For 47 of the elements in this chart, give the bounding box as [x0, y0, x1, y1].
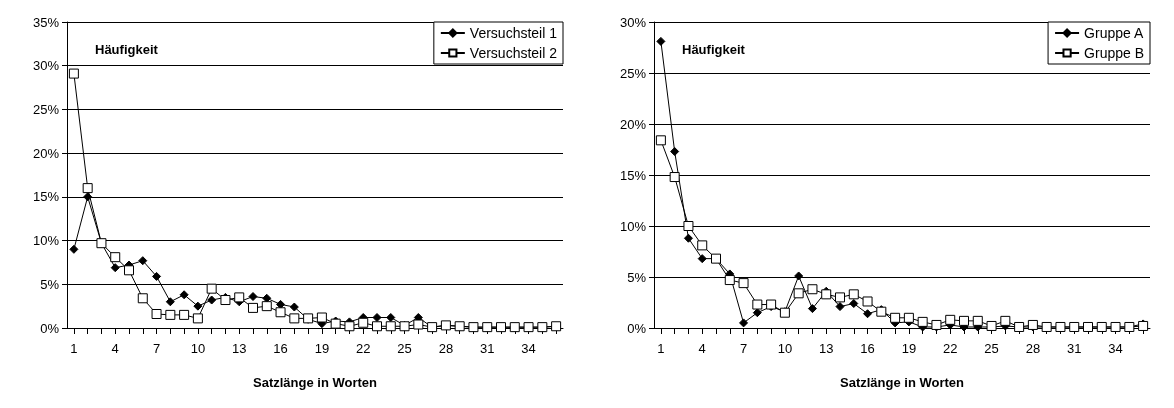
x-tick-label: 34 — [521, 341, 536, 356]
y-tick-label: 20% — [619, 116, 647, 132]
legend-label: Gruppe B — [1084, 45, 1145, 61]
y-tick-label: 15% — [32, 189, 60, 205]
x-tick-label: 19 — [901, 341, 917, 356]
x-axis-title: Satzlänge in Worten — [253, 375, 378, 390]
x-tick-label: 7 — [739, 341, 748, 356]
x-tick-label: 13 — [231, 341, 247, 356]
x-tick-label: 4 — [111, 341, 119, 356]
x-tick-label: 31 — [1066, 341, 1082, 356]
x-tick-label: 10 — [777, 341, 793, 356]
text: Häufigkeit — [682, 42, 746, 57]
y-tick-label: 0% — [627, 320, 647, 336]
legend-label: Versuchsteil 2 — [469, 45, 558, 61]
x-tick-label: 22 — [942, 341, 958, 356]
x-tick-label: 16 — [273, 341, 288, 356]
x-tick-label: 19 — [314, 341, 330, 356]
x-tick-label: 4 — [698, 341, 706, 356]
legend-label: Versuchsteil 1 — [469, 25, 558, 41]
x-tick-label: 16 — [860, 341, 875, 356]
x-axis-title: Satzlänge in Worten — [840, 375, 965, 390]
y-tick-label: 30% — [32, 58, 60, 74]
y-tick-label: 30% — [619, 14, 647, 30]
x-tick-label: 34 — [1108, 341, 1123, 356]
y-tick-label: 5% — [627, 269, 647, 285]
text: Häufigkeit — [95, 42, 159, 57]
y-tick-label: 15% — [619, 167, 647, 183]
y-tick-label: 5% — [40, 276, 60, 292]
y-tick-label: 10% — [32, 233, 60, 249]
legend-label: Gruppe A — [1084, 25, 1144, 41]
y-tick-label: 25% — [619, 65, 647, 81]
x-tick-label: 28 — [438, 341, 454, 356]
y-tick-label: 10% — [619, 218, 647, 234]
x-tick-label: 25 — [984, 341, 999, 356]
x-tick-label: 10 — [190, 341, 206, 356]
y-tick-label: 20% — [32, 145, 60, 161]
x-tick-label: 1 — [657, 341, 665, 356]
x-tick-label: 31 — [479, 341, 495, 356]
x-tick-label: 13 — [818, 341, 834, 356]
y-tick-label: 25% — [32, 101, 60, 117]
x-tick-label: 1 — [70, 341, 78, 356]
x-tick-label: 22 — [355, 341, 371, 356]
y-tick-label: 0% — [40, 320, 60, 336]
y-tick-label: 35% — [32, 14, 60, 30]
x-tick-label: 25 — [397, 341, 412, 356]
x-tick-label: 28 — [1025, 341, 1041, 356]
x-tick-label: 7 — [152, 341, 161, 356]
